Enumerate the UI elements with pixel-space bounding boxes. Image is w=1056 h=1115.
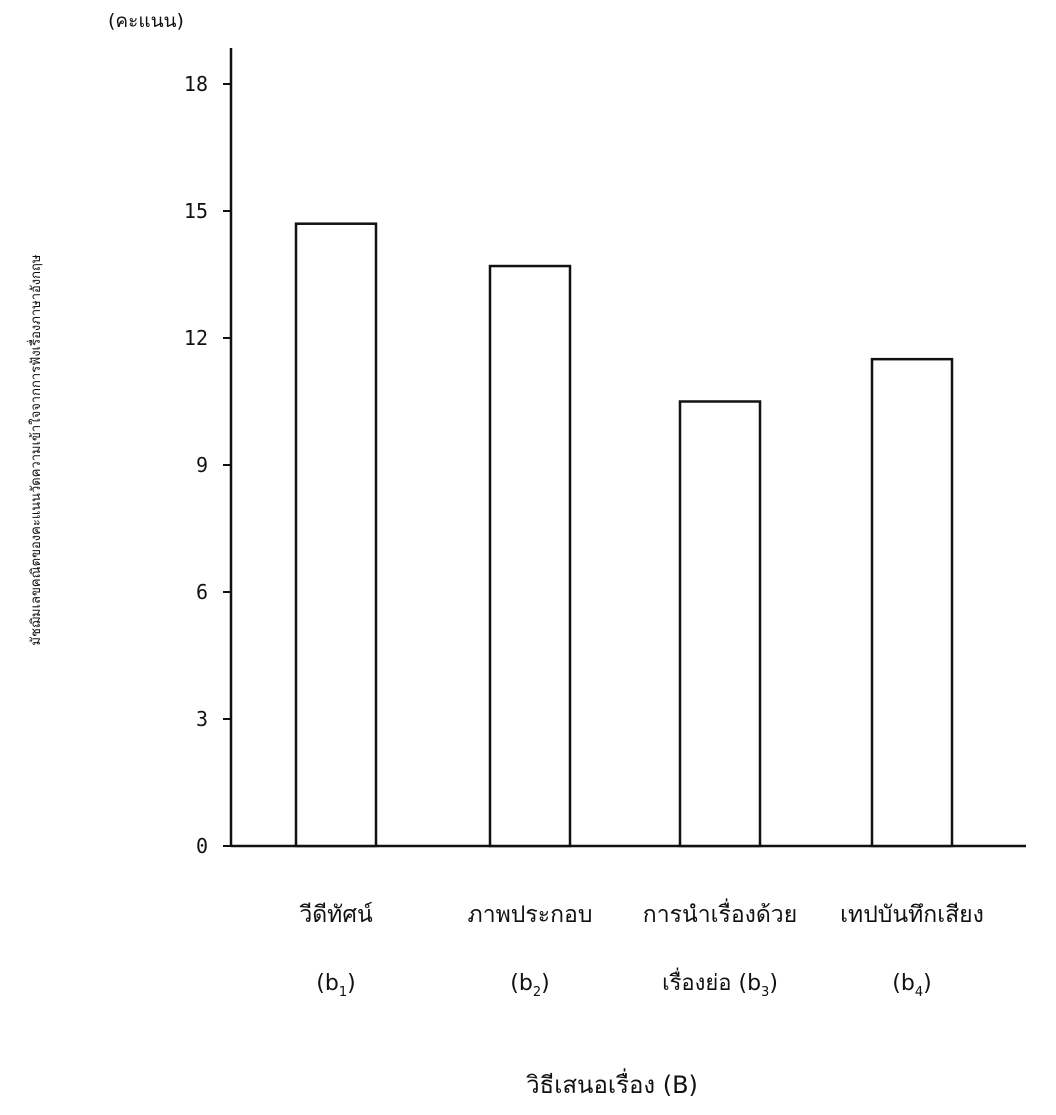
- category-code-subscript: 4: [915, 985, 923, 1000]
- category-label: การนำเรื่องด้วย: [643, 898, 797, 928]
- y-tick-label: 9: [196, 453, 208, 477]
- category-code: เรื่องย่อ (b3): [662, 967, 778, 1000]
- y-tick-label: 6: [196, 580, 208, 604]
- category-code-prefix: (b: [892, 971, 915, 996]
- category-code-close: ): [541, 971, 550, 996]
- category-code: (b1): [316, 971, 355, 1000]
- category-code-prefix: เรื่องย่อ (b: [662, 967, 761, 996]
- category-label: วีดีทัศน์: [299, 901, 373, 928]
- category-label: ภาพประกอบ: [468, 902, 593, 928]
- category-code-close: ): [347, 971, 356, 996]
- category-code-prefix: (b: [316, 971, 339, 996]
- category-code: (b2): [510, 971, 549, 1000]
- category-code-prefix: (b: [510, 971, 533, 996]
- category-code-close: ): [923, 971, 932, 996]
- x-axis-title: วิธีเสนอเรื่อง (B): [526, 1068, 698, 1099]
- bar-1: [294, 222, 378, 848]
- bar-4: [870, 357, 954, 848]
- y-tick-label: 15: [184, 199, 208, 223]
- y-tick-label: 3: [196, 707, 208, 731]
- y-axis-label: มัชฌิมเลขคณิตของคะแนนวัดความเข้าใจจากการ…: [27, 254, 44, 645]
- category-code-subscript: 1: [339, 985, 347, 1000]
- category-code: (b4): [892, 971, 931, 1000]
- y-tick-label: 0: [196, 834, 208, 858]
- y-tick-label: 18: [184, 72, 208, 96]
- y-unit-label: (คะแนน): [108, 10, 184, 32]
- category-code-close: ): [769, 971, 778, 996]
- category-label: เทปบันทึกเสียง: [840, 902, 984, 928]
- y-tick-label: 12: [184, 326, 208, 350]
- category-code-subscript: 3: [761, 985, 769, 1000]
- category-code-subscript: 2: [533, 985, 541, 1000]
- bar-3: [678, 400, 762, 848]
- bar-2: [488, 264, 572, 848]
